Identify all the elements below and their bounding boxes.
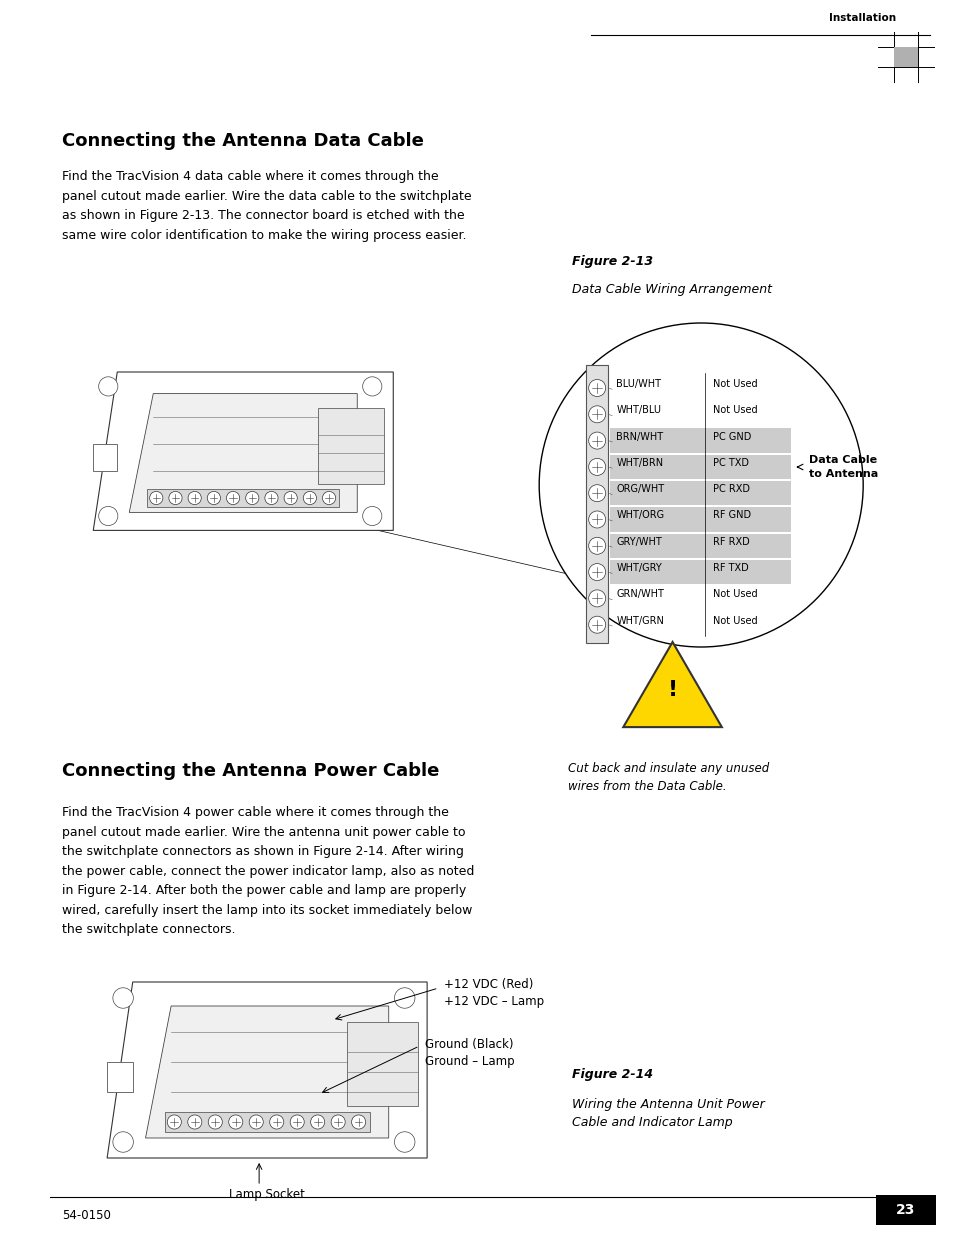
Text: Find the TracVision 4 power cable where it comes through the
panel cutout made e: Find the TracVision 4 power cable where … xyxy=(62,806,474,936)
Text: Figure 2-13: Figure 2-13 xyxy=(572,254,653,268)
Bar xyxy=(610,454,790,479)
Circle shape xyxy=(395,1131,415,1152)
Circle shape xyxy=(284,492,297,505)
Bar xyxy=(347,1023,417,1107)
Circle shape xyxy=(588,590,605,606)
Text: PC GND: PC GND xyxy=(713,431,751,442)
Circle shape xyxy=(188,1115,202,1129)
Polygon shape xyxy=(130,394,356,513)
Text: PC TXD: PC TXD xyxy=(713,458,748,468)
Text: 54-0150: 54-0150 xyxy=(62,1209,111,1221)
Bar xyxy=(165,1112,369,1132)
Circle shape xyxy=(588,537,605,555)
Circle shape xyxy=(169,492,182,505)
Text: Not Used: Not Used xyxy=(713,589,757,599)
Bar xyxy=(610,508,790,531)
Circle shape xyxy=(395,988,415,1008)
Text: WHT/GRN: WHT/GRN xyxy=(616,616,663,626)
Bar xyxy=(585,364,608,643)
Circle shape xyxy=(208,1115,222,1129)
Polygon shape xyxy=(622,642,721,727)
Bar xyxy=(147,489,339,508)
Circle shape xyxy=(188,492,201,505)
Text: Not Used: Not Used xyxy=(713,405,757,415)
Polygon shape xyxy=(93,372,393,530)
Text: Ground (Black)
Ground – Lamp: Ground (Black) Ground – Lamp xyxy=(424,1037,514,1068)
Circle shape xyxy=(290,1115,304,1129)
Text: Data Cable
to Antenna: Data Cable to Antenna xyxy=(808,456,878,479)
Text: WHT/GRY: WHT/GRY xyxy=(616,563,661,573)
Text: Wiring the Antenna Unit Power
Cable and Indicator Lamp: Wiring the Antenna Unit Power Cable and … xyxy=(572,1098,764,1129)
Circle shape xyxy=(362,377,381,396)
Polygon shape xyxy=(93,445,117,471)
Bar xyxy=(610,559,790,584)
Bar xyxy=(610,429,790,453)
Text: ORG/WHT: ORG/WHT xyxy=(616,484,663,494)
Polygon shape xyxy=(107,1062,132,1092)
Text: !: ! xyxy=(667,680,677,700)
Text: Lamp Socket: Lamp Socket xyxy=(229,1188,305,1200)
Text: BRN/WHT: BRN/WHT xyxy=(616,431,662,442)
Text: 23: 23 xyxy=(896,1203,915,1216)
Circle shape xyxy=(538,324,862,647)
Circle shape xyxy=(588,563,605,580)
Text: WHT/ORG: WHT/ORG xyxy=(616,510,663,520)
Text: Find the TracVision 4 data cable where it comes through the
panel cutout made ea: Find the TracVision 4 data cable where i… xyxy=(62,170,471,242)
Polygon shape xyxy=(107,982,427,1158)
Text: Data Cable Wiring Arrangement: Data Cable Wiring Arrangement xyxy=(572,283,772,296)
Circle shape xyxy=(270,1115,283,1129)
Text: Connecting the Antenna Data Cable: Connecting the Antenna Data Cable xyxy=(62,132,423,149)
Circle shape xyxy=(150,492,163,505)
Circle shape xyxy=(362,506,381,526)
Text: GRY/WHT: GRY/WHT xyxy=(616,537,661,547)
Circle shape xyxy=(98,377,118,396)
Circle shape xyxy=(112,1131,133,1152)
Bar xyxy=(893,47,917,67)
Bar xyxy=(318,408,384,484)
Circle shape xyxy=(112,988,133,1008)
Text: Cut back and insulate any unused
wires from the Data Cable.: Cut back and insulate any unused wires f… xyxy=(567,762,768,793)
Circle shape xyxy=(311,1115,324,1129)
Polygon shape xyxy=(146,1007,388,1137)
Circle shape xyxy=(588,432,605,450)
Text: WHT/BLU: WHT/BLU xyxy=(616,405,660,415)
Circle shape xyxy=(246,492,258,505)
Circle shape xyxy=(226,492,239,505)
Text: PC RXD: PC RXD xyxy=(713,484,749,494)
Circle shape xyxy=(588,616,605,634)
Circle shape xyxy=(588,484,605,501)
Bar xyxy=(610,482,790,505)
Text: RF TXD: RF TXD xyxy=(713,563,748,573)
Circle shape xyxy=(207,492,220,505)
Circle shape xyxy=(588,379,605,396)
Text: RF GND: RF GND xyxy=(713,510,751,520)
Bar xyxy=(610,534,790,558)
Text: Not Used: Not Used xyxy=(713,616,757,626)
Circle shape xyxy=(98,506,118,526)
Circle shape xyxy=(588,406,605,422)
Text: BLU/WHT: BLU/WHT xyxy=(616,379,660,389)
Text: RF RXD: RF RXD xyxy=(713,537,749,547)
Circle shape xyxy=(352,1115,365,1129)
Text: Connecting the Antenna Power Cable: Connecting the Antenna Power Cable xyxy=(62,762,439,781)
Text: Figure 2-14: Figure 2-14 xyxy=(572,1068,653,1081)
Circle shape xyxy=(303,492,316,505)
Circle shape xyxy=(229,1115,243,1129)
Text: +12 VDC (Red)
+12 VDC – Lamp: +12 VDC (Red) +12 VDC – Lamp xyxy=(443,978,543,1008)
Circle shape xyxy=(249,1115,263,1129)
Circle shape xyxy=(588,511,605,529)
Text: WHT/BRN: WHT/BRN xyxy=(616,458,662,468)
Bar xyxy=(875,1195,935,1225)
Circle shape xyxy=(588,458,605,475)
Circle shape xyxy=(322,492,335,505)
Circle shape xyxy=(331,1115,345,1129)
Circle shape xyxy=(265,492,277,505)
Circle shape xyxy=(167,1115,181,1129)
Text: Not Used: Not Used xyxy=(713,379,757,389)
Text: GRN/WHT: GRN/WHT xyxy=(616,589,663,599)
Text: Installation: Installation xyxy=(828,14,895,23)
